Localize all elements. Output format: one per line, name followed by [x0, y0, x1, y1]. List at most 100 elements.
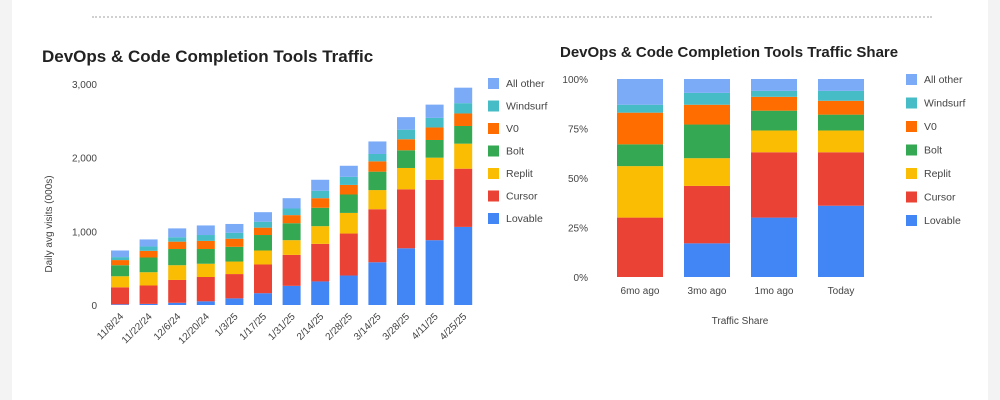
bar-segment-all-other	[111, 250, 129, 258]
bar-segment-lovable	[139, 303, 158, 305]
legend-swatch-bolt	[906, 144, 917, 156]
legend-swatch-bolt	[488, 145, 499, 157]
bar-segment-windsurf	[368, 153, 387, 162]
bar-segment-v0	[311, 198, 330, 208]
bar-segment-all-other	[168, 228, 187, 238]
traffic-share-chart-title: DevOps & Code Completion Tools Traffic S…	[560, 44, 898, 61]
bar-segment-all-other	[339, 165, 358, 177]
y-tick-label: 100%	[562, 75, 588, 86]
bar-segment-cursor	[196, 277, 215, 302]
legend-swatch-all-other	[906, 74, 917, 85]
legend-label-bolt: Bolt	[924, 145, 942, 157]
bar-segment-v0	[751, 96, 797, 111]
dotted-divider	[92, 16, 932, 18]
bar-segment-windsurf	[196, 235, 215, 241]
bar-segment-windsurf	[225, 232, 244, 239]
bar-segment-replit	[425, 157, 444, 180]
x-tick-label: 12/20/24	[177, 311, 213, 347]
bar-segment-lovable	[425, 240, 444, 305]
bar-segment-bolt	[454, 125, 473, 144]
bar-segment-bolt	[818, 114, 864, 131]
bar-segment-windsurf	[111, 257, 129, 261]
bar-segment-windsurf	[397, 129, 415, 140]
bar-segment-bolt	[111, 265, 129, 277]
bar-segment-lovable	[168, 302, 187, 305]
x-tick-label: 2/14/25	[295, 311, 327, 343]
legend-label-all-other: All other	[924, 74, 963, 86]
legend-label-lovable: Lovable	[506, 213, 543, 225]
bar-segment-windsurf	[617, 104, 663, 113]
bar-segment-windsurf	[282, 208, 301, 216]
bar-segment-cursor	[751, 152, 797, 218]
legend-label-v0: V0	[506, 123, 519, 135]
bar-segment-replit	[684, 158, 730, 186]
bar-segment-lovable	[339, 275, 358, 305]
legend-swatch-cursor	[906, 191, 917, 203]
y-tick-label: 2,000	[72, 154, 97, 165]
bar-segment-v0	[139, 250, 158, 258]
bar-segment-v0	[818, 100, 864, 115]
x-tick-label: 1mo ago	[755, 286, 794, 297]
bar-segment-lovable	[751, 217, 797, 277]
bar-segment-replit	[311, 226, 330, 244]
bar-segment-all-other	[818, 79, 864, 91]
x-tick-label: 3mo ago	[688, 286, 727, 297]
bar-segment-lovable	[368, 262, 387, 305]
bar-segment-all-other	[282, 198, 301, 209]
x-tick-label: 1/31/25	[266, 311, 298, 343]
charts-canvas: DevOps & Code Completion Tools Traffic D…	[42, 44, 966, 347]
bar-segment-bolt	[751, 110, 797, 131]
bar-segment-bolt	[282, 223, 301, 241]
bar-segment-v0	[617, 112, 663, 145]
bar-segment-v0	[454, 113, 473, 126]
bar-segment-v0	[684, 104, 730, 125]
bar-segment-cursor	[168, 279, 187, 303]
bar-segment-replit	[225, 261, 244, 275]
bar-segment-windsurf	[339, 176, 358, 185]
bar-segment-replit	[139, 272, 158, 286]
traffic-chart-y-axis-label: Daily avg visits (000s)	[44, 175, 55, 272]
bar-segment-windsurf	[139, 246, 158, 251]
traffic-share-chart-legend: All other Windsurf V0 Bolt Replit Cursor Lovab…	[906, 74, 966, 227]
bar-segment-lovable	[111, 304, 129, 305]
bar-segment-bolt	[397, 150, 415, 168]
bar-segment-bolt	[368, 171, 387, 191]
bar-segment-v0	[225, 238, 244, 247]
bar-segment-bolt	[684, 124, 730, 159]
bar-segment-lovable	[225, 298, 244, 305]
bar-segment-replit	[254, 250, 272, 265]
bar-segment-v0	[282, 215, 301, 224]
legend-label-cursor: Cursor	[924, 192, 956, 204]
legend-swatch-replit	[488, 168, 499, 179]
x-tick-label: Today	[828, 286, 855, 297]
bar-segment-v0	[111, 260, 129, 266]
bar-segment-bolt	[311, 207, 330, 227]
bar-segment-cursor	[617, 217, 663, 277]
legend-swatch-lovable	[906, 215, 917, 226]
x-tick-label: 4/25/25	[438, 311, 470, 343]
bar-segment-v0	[196, 240, 215, 250]
legend-swatch-windsurf	[488, 100, 499, 112]
legend-swatch-cursor	[488, 190, 499, 202]
bar-segment-replit	[818, 130, 864, 153]
bar-segment-bolt	[425, 139, 444, 158]
bar-segment-bolt	[617, 144, 663, 167]
bar-segment-replit	[339, 212, 358, 234]
traffic-share-chart: DevOps & Code Completion Tools Traffic S…	[560, 44, 966, 327]
bar-segment-windsurf	[818, 90, 864, 101]
legend-swatch-v0	[488, 123, 499, 134]
x-tick-label: 2/28/25	[324, 311, 356, 343]
traffic-chart-y-ticks: 0 1,000 2,000 3,000	[72, 80, 97, 312]
legend-swatch-windsurf	[906, 97, 917, 109]
legend-label-replit: Replit	[924, 168, 951, 180]
bar-segment-cursor	[397, 189, 415, 249]
traffic-chart-legend: All other Windsurf V0 Bolt Replit Cursor Lovab…	[488, 78, 548, 225]
legend-label-windsurf: Windsurf	[924, 98, 966, 110]
bar-segment-lovable	[818, 205, 864, 277]
bar-segment-lovable	[311, 281, 330, 305]
bar-segment-all-other	[684, 79, 730, 93]
bar-segment-v0	[168, 241, 187, 250]
bar-segment-cursor	[818, 152, 864, 206]
y-tick-label: 75%	[568, 125, 588, 136]
